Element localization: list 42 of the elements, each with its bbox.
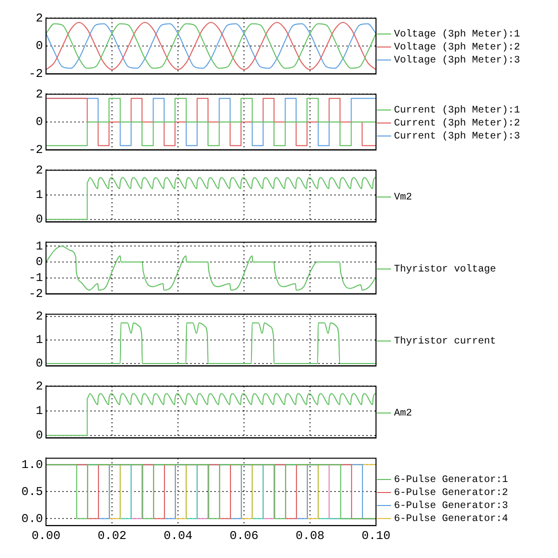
y-tick-label: 0 [36,356,43,371]
x-tick-label: 0.04 [164,528,192,543]
legend-label: Thyristor voltage [394,264,496,276]
legend-label: Voltage (3ph Meter):3 [394,54,520,67]
y-tick-label: 0.5 [21,484,43,499]
y-tick-label: 0.0 [21,512,43,526]
y-tick-label: -2 [28,66,43,81]
legend-label: 6-Pulse Generator:1 [394,474,508,486]
y-tick-label: 2 [36,379,43,394]
y-tick-label: -2 [28,286,43,301]
legend-label: 6-Pulse Generator:4 [394,513,508,526]
y-tick-label: 0 [36,255,43,270]
y-tick-label: 1 [36,404,43,418]
y-tick-label: 1.0 [21,458,43,472]
legend-label: Current (3ph Meter):2 [394,118,520,130]
y-tick-label: -1 [28,271,43,286]
y-tick-label: 1 [36,333,43,348]
x-tick-label: 0.06 [230,528,258,543]
x-tick-label: 0.02 [98,528,126,543]
x-tick-label: 0.10 [362,528,390,543]
y-tick-label: 2 [36,310,43,324]
legend-label: Vm2 [394,192,412,204]
legend-label: Voltage (3ph Meter):2 [394,42,520,54]
y-tick-label: 0 [36,212,43,227]
y-tick-label: 2 [36,11,43,26]
legend-label: 6-Pulse Generator:3 [394,500,508,512]
legend-label: 6-Pulse Generator:2 [394,487,508,500]
x-tick-label: 0.00 [32,528,60,543]
y-tick-label: 0 [36,115,43,130]
y-tick-label: 1 [36,239,43,254]
x-tick-label: 0.08 [296,528,324,543]
y-tick-label: 0 [36,428,43,443]
legend-label: Current (3ph Meter):3 [394,130,520,143]
y-tick-label: 2 [36,163,43,178]
y-tick-label: 1 [36,188,43,202]
y-tick-label: 0 [36,39,43,54]
legend-label: Voltage (3ph Meter):1 [394,28,520,41]
legend-label: Am2 [394,408,412,420]
legend-label: Thyristor current [394,336,496,348]
legend-label: Current (3ph Meter):1 [394,104,520,117]
y-tick-label: -2 [28,142,43,157]
y-tick-label: 2 [36,87,43,102]
